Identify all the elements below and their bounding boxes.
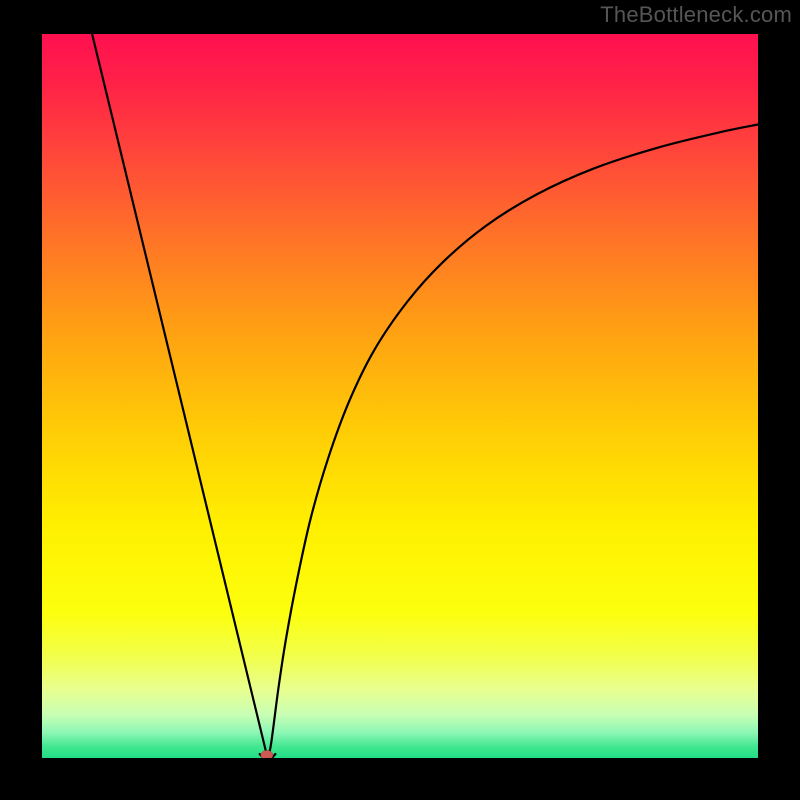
bottleneck-curve-left bbox=[92, 34, 267, 758]
minimum-marker bbox=[261, 750, 273, 758]
watermark-text: TheBottleneck.com bbox=[600, 2, 792, 28]
curve-layer bbox=[42, 34, 758, 758]
chart-container: TheBottleneck.com bbox=[0, 0, 800, 800]
bottleneck-curve-right bbox=[268, 125, 758, 759]
plot-area bbox=[42, 34, 758, 758]
